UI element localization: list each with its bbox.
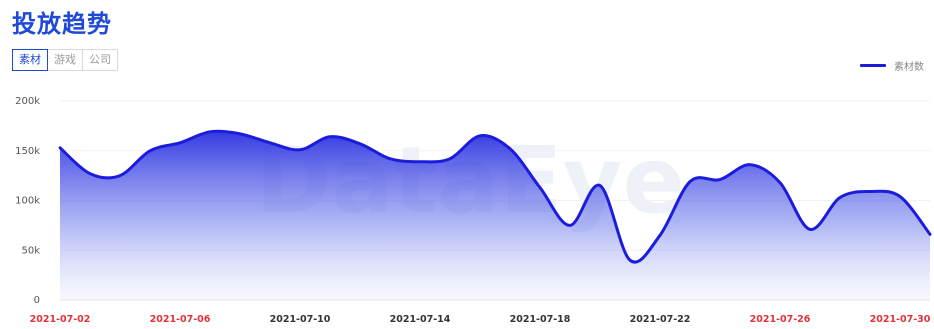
- x-tick-label: 2021-07-14: [390, 314, 451, 325]
- x-tick-label: 2021-07-26: [750, 314, 811, 325]
- data-point: [118, 174, 122, 178]
- y-tick-label: 0: [34, 295, 40, 306]
- data-point: [388, 157, 392, 161]
- data-point: [868, 190, 872, 194]
- tab-material[interactable]: 素材: [12, 49, 48, 71]
- data-point: [298, 148, 302, 152]
- x-tick-label: 2021-07-18: [510, 314, 571, 325]
- data-point: [838, 196, 842, 200]
- data-point: [598, 184, 602, 188]
- data-point: [418, 160, 422, 164]
- data-point: [568, 223, 572, 227]
- data-point: [478, 134, 482, 138]
- data-point: [658, 233, 662, 237]
- data-point: [898, 195, 902, 199]
- data-point: [628, 258, 632, 262]
- x-tick-label: 2021-07-02: [30, 314, 91, 325]
- x-axis-ticks: 2021-07-02 2021-07-06 2021-07-10 2021-07-14…: [30, 314, 931, 325]
- data-point: [748, 163, 752, 167]
- page-title: 投放趋势: [12, 10, 112, 38]
- data-point: [718, 178, 722, 182]
- data-point: [328, 135, 332, 139]
- series-line: [58, 129, 932, 264]
- data-point: [88, 172, 92, 176]
- y-tick-label: 100k: [15, 196, 40, 207]
- data-point: [358, 142, 362, 146]
- data-point: [508, 147, 512, 151]
- chart-legend[interactable]: 素材数: [860, 58, 924, 73]
- y-tick-label: 150k: [15, 146, 40, 157]
- data-point: [688, 180, 692, 184]
- data-point: [778, 181, 782, 185]
- x-tick-label: 2021-07-10: [270, 314, 331, 325]
- area-layer: [58, 129, 932, 300]
- legend-swatch: [860, 64, 886, 67]
- x-tick-label: 2021-07-22: [630, 314, 691, 325]
- data-point: [178, 141, 182, 145]
- series-area-fill: [60, 131, 930, 300]
- y-tick-label: 200k: [15, 96, 40, 107]
- y-axis-ticks: 0 50k 100k 150k 200k: [15, 96, 40, 306]
- data-point: [238, 132, 242, 136]
- y-tick-label: 50k: [21, 245, 40, 256]
- data-point: [208, 130, 212, 134]
- tab-group: 素材 游戏 公司: [12, 49, 118, 71]
- data-point: [808, 227, 812, 231]
- data-point: [538, 186, 542, 190]
- data-point: [58, 146, 62, 150]
- data-point: [928, 232, 932, 236]
- data-point: [268, 141, 272, 145]
- legend-label: 素材数: [894, 62, 924, 73]
- data-point: [448, 157, 452, 161]
- x-tick-label: 2021-07-30: [870, 314, 931, 325]
- x-tick-label: 2021-07-06: [150, 314, 211, 325]
- tab-company[interactable]: 公司: [82, 49, 118, 71]
- data-point: [148, 149, 152, 153]
